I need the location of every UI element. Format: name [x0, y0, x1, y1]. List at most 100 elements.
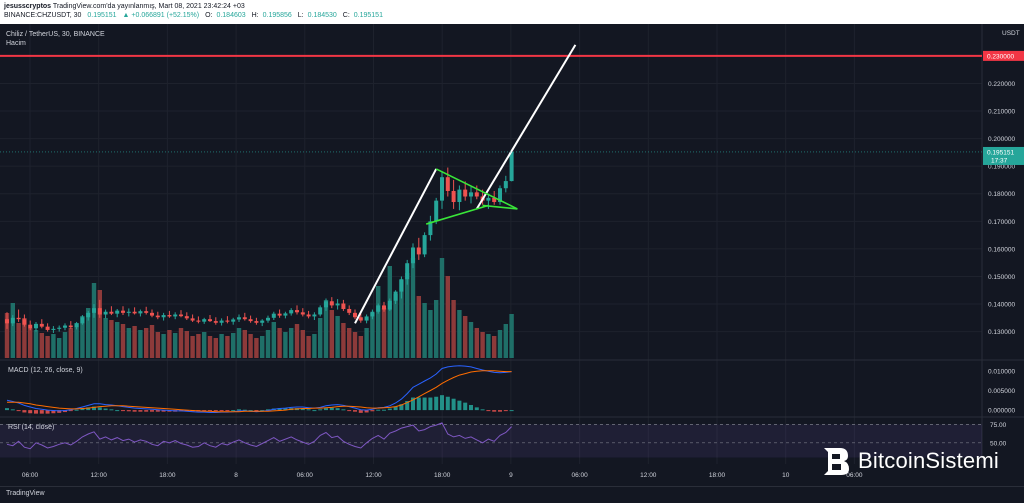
macd-histogram-bar [486, 410, 491, 412]
macd-histogram-bar [184, 410, 189, 412]
drawings[interactable] [0, 44, 982, 324]
time-tick-label: 12:00 [640, 472, 657, 479]
volume-bar [445, 276, 450, 358]
macd-histogram-bar [219, 410, 224, 412]
macd-histogram-bar [353, 410, 357, 412]
rsi-label: RSI (14, close) [8, 424, 54, 431]
tradingview-logo[interactable]: TradingView [6, 490, 45, 497]
macd-histogram-bar [411, 397, 415, 411]
macd-histogram-bar [364, 410, 369, 413]
published-info: TradingView.com'da yayınlanmış, Mart 08,… [52, 3, 245, 10]
volume-bar [248, 334, 253, 358]
volume-bar [283, 332, 288, 358]
macd-histogram-bar [22, 410, 27, 413]
footer-bar: TradingView [0, 486, 1024, 503]
macd-histogram-bar [434, 396, 439, 411]
candle-body [97, 308, 102, 315]
volume-bar [4, 313, 10, 358]
volume-bar [62, 332, 68, 358]
low-label: L: [297, 12, 304, 19]
volume-bar [51, 334, 56, 358]
time-axis: 06:00 12:00 18:00 8 06:00 12:00 18:00 9 06:00 12:… [22, 472, 863, 479]
macd-histogram-bar [97, 407, 102, 411]
candle-body [347, 308, 352, 313]
candle-body [364, 316, 369, 321]
volume-bar [370, 313, 375, 358]
volume-bar [335, 316, 340, 358]
candle-body [492, 197, 497, 203]
time-tick-label: 18:00 [434, 472, 451, 479]
volume-bar [190, 336, 195, 358]
chart-title: Chiliz / TetherUS, 30, BINANCE [6, 31, 105, 38]
macd-histogram-bar [335, 408, 340, 411]
candle-body [10, 317, 15, 324]
countdown-label: 17:37 [991, 157, 1008, 164]
macd-histogram-bar [341, 409, 346, 411]
candle-body [237, 317, 241, 320]
candle-body [329, 301, 334, 306]
volume-bar [393, 294, 398, 358]
candle-body [399, 279, 404, 292]
volume-bar [161, 334, 166, 358]
volume-bar [468, 322, 474, 358]
candle-body [45, 326, 50, 330]
volume-bar [434, 300, 439, 358]
candle-body [428, 221, 433, 236]
macd-histogram-bar [225, 410, 230, 412]
candle-body [358, 317, 363, 321]
volume-bar [132, 326, 137, 358]
macd-histogram-bar [126, 410, 131, 412]
candle-body [289, 310, 294, 314]
candle-body [260, 320, 265, 323]
macd-tick-label: 0.000000 [988, 408, 1015, 415]
volume-bar [300, 330, 305, 358]
author-name[interactable]: jesusscryptos [4, 3, 52, 10]
volume-bar [126, 328, 131, 358]
volume-bar [45, 336, 50, 358]
volume-bar [86, 308, 91, 358]
volume-bar [480, 332, 485, 358]
candle-body [63, 325, 67, 328]
price-tick-label: 0.220000 [988, 81, 1015, 88]
candle-body [300, 312, 305, 315]
macd-histogram-bar [28, 410, 33, 414]
volume-bar [416, 296, 421, 358]
macd-histogram-bar [399, 404, 404, 411]
volume-bar [451, 300, 456, 358]
price-chart[interactable]: 0.230000 0.220000 0.210000 0.200000 0.190000… [0, 24, 1024, 486]
macd-histogram-bar [202, 410, 207, 412]
candle-body [115, 310, 120, 314]
time-tick-label: 06:00 [571, 472, 588, 479]
symbol-line: BINANCE:CHZUSDT, 30 [4, 12, 82, 19]
macd-histogram-bar [405, 401, 410, 411]
price-tick-label: 0.160000 [988, 246, 1015, 253]
macd-histogram-bar [86, 407, 91, 411]
macd-histogram-bar [283, 408, 288, 411]
macd-histogram-bar [329, 407, 334, 411]
volume-bar [28, 328, 33, 358]
price-tick-label: 0.150000 [988, 274, 1015, 281]
macd-pane [5, 365, 514, 414]
chart-header: jesusscryptos TradingView.com'da yayınla… [0, 0, 1024, 24]
price-tick-label: 0.200000 [988, 136, 1015, 143]
volume-bar [277, 328, 282, 358]
macd-histogram-bar [306, 409, 311, 411]
trend-line [354, 168, 438, 324]
macd-histogram-bar [387, 408, 392, 411]
candle-body [179, 314, 183, 317]
macd-tick-label: 0.005000 [988, 388, 1015, 395]
candle-body [161, 315, 166, 318]
candle-body [208, 319, 212, 322]
triangle-line [482, 204, 518, 210]
candle-body [167, 315, 172, 317]
time-tick-label: 10 [782, 472, 790, 479]
volume-bar [80, 316, 85, 358]
candle-body [405, 263, 410, 280]
candle-body [422, 235, 427, 255]
time-tick-label: 06:00 [297, 472, 314, 479]
volume-bar [22, 318, 27, 358]
volume-bar [144, 328, 149, 358]
macd-histogram-bar [5, 408, 9, 411]
rsi-tick-label: 50.00 [990, 440, 1007, 447]
candle-body [469, 192, 473, 197]
